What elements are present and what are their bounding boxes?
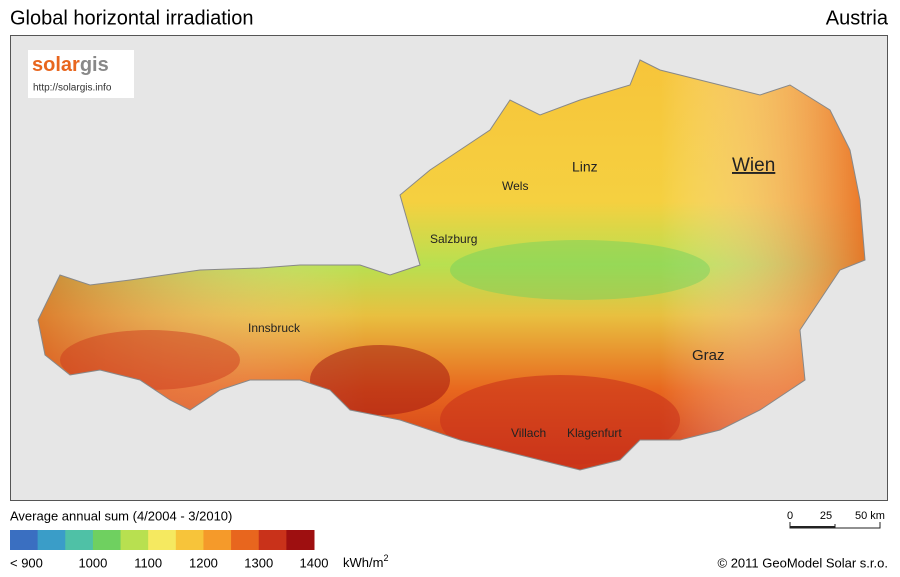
city-labels: Linz Wels Wien Salzburg Innsbruck Graz V… xyxy=(248,155,775,440)
legend-swatch xyxy=(175,530,204,550)
legend-label: 1300 xyxy=(244,555,273,570)
logo: solargis xyxy=(32,54,109,76)
legend-label: 1400 xyxy=(300,555,329,570)
logo-box xyxy=(28,50,134,98)
legend-swatch xyxy=(92,530,122,550)
city: Graz xyxy=(692,347,725,364)
scale-label: 25 xyxy=(820,510,832,522)
city: Linz xyxy=(572,159,598,175)
scale-segment xyxy=(790,526,835,528)
legend-swatch xyxy=(286,530,315,550)
legend-label: < 900 xyxy=(10,555,43,570)
scale-label: 50 km xyxy=(855,510,885,522)
city: Wels xyxy=(502,179,528,193)
scale-bar: 0 25 50 km xyxy=(787,510,885,529)
map-alps xyxy=(450,240,710,300)
legend-label: 1000 xyxy=(78,555,107,570)
legend: < 900 1000 1100 1200 1300 1400 xyxy=(10,530,328,570)
city: Klagenfurt xyxy=(567,426,622,440)
copyright: © 2011 GeoModel Solar s.r.o. xyxy=(718,555,889,570)
legend-swatch xyxy=(203,530,232,550)
legend-swatch xyxy=(10,530,39,550)
legend-label: 1200 xyxy=(189,555,218,570)
map-south xyxy=(440,375,680,465)
logo-url: http://solargis.info xyxy=(33,83,112,94)
legend-swatch xyxy=(120,530,149,550)
legend-swatch xyxy=(148,530,177,550)
region: Austria xyxy=(826,7,889,29)
city: Innsbruck xyxy=(248,321,301,335)
city: Villach xyxy=(511,426,546,440)
city: Salzburg xyxy=(430,232,477,246)
legend-swatch xyxy=(231,530,260,550)
legend-swatch xyxy=(65,530,94,550)
title: Global horizontal irradiation xyxy=(10,7,253,29)
city: Wien xyxy=(732,155,775,176)
legend-swatch xyxy=(258,530,287,550)
legend-title: Average annual sum (4/2004 - 3/2010) xyxy=(10,508,232,523)
legend-label: 1100 xyxy=(134,555,162,570)
legend-unit: kWh/m2 xyxy=(343,553,388,570)
legend-swatch xyxy=(37,530,66,550)
map-south xyxy=(310,345,450,415)
scale-label: 0 xyxy=(787,510,793,522)
